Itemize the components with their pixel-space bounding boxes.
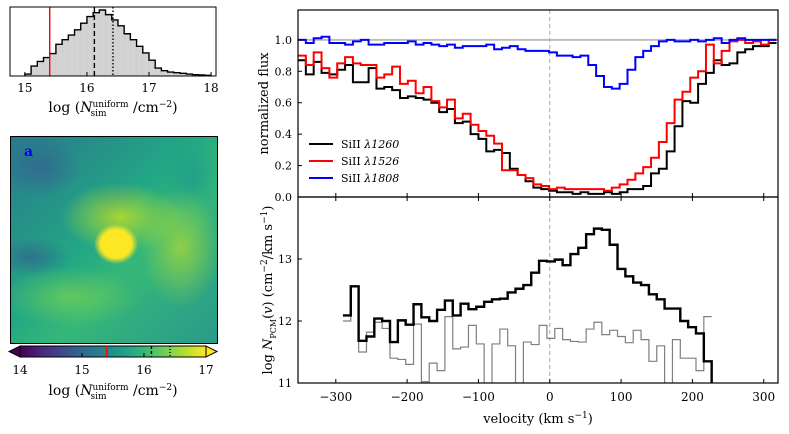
histogram-bar [105, 14, 112, 77]
colorbar-label: log (Nuniform sim /cm−2) [48, 383, 177, 402]
y-tick-label: 1.0 [275, 34, 293, 47]
column-density-panel: 11 12 13 −300 −200 −100 0 100 200 300 velocity (km… [260, 196, 779, 427]
histogram-bar [68, 34, 75, 77]
histogram-xlabel: log (Nuniform sim /cm−2) [48, 100, 177, 119]
y-tick-label: 0.8 [275, 65, 293, 78]
column-density-map: a [10, 136, 218, 344]
x-tick-label: −200 [391, 390, 424, 404]
histogram-axes-frame [9, 6, 217, 77]
y-tick-label: 11 [278, 377, 292, 390]
histogram-bar [148, 59, 156, 77]
histogram-bar [99, 9, 106, 77]
histogram-bar [117, 25, 125, 77]
legend-label: SiII λ1526 [341, 155, 399, 168]
colorbar-tick-label: 15 [74, 363, 89, 377]
flux-ylabel: normalized flux [257, 52, 272, 155]
x-tick-label: 18 [203, 81, 218, 95]
histogram-bar [74, 29, 81, 77]
column-xlabel: velocity (km s−1) [482, 411, 593, 427]
column-ylabel: log NPCM(v) (cm−2/km s−1) [260, 206, 278, 375]
colorbar: 14 15 16 17 log (Nuniform sim /cm−2) [7, 345, 219, 402]
x-tick-label: 300 [752, 390, 775, 404]
histogram-bar [142, 52, 150, 77]
histogram-bar [43, 57, 50, 77]
histogram-bar [37, 61, 44, 77]
y-tick-label: 0.6 [275, 97, 293, 110]
colorbar-extend-max [205, 345, 219, 358]
y-tick-label: 13 [278, 253, 292, 266]
panel-label: a [24, 144, 34, 160]
histogram-bar [80, 23, 88, 77]
histogram-bar [123, 33, 131, 77]
legend-label: SiII λ1260 [341, 138, 399, 151]
y-tick-label: 0.2 [275, 160, 293, 173]
colorbar-tick-label: 16 [136, 363, 151, 377]
histogram-bar [86, 16, 94, 77]
colorbar-tick-label: 17 [198, 363, 213, 377]
colorbar-gradient [20, 346, 206, 357]
x-tick-label: −100 [462, 390, 495, 404]
histogram-bar [154, 67, 162, 77]
column-series-gray-thin [342, 285, 712, 383]
colorbar-tick-label: 14 [12, 363, 28, 377]
y-tick-label: 0.0 [275, 191, 293, 204]
x-tick-label: 0 [546, 390, 554, 404]
histogram-bar [61, 39, 69, 77]
y-tick-label: 12 [278, 315, 292, 328]
flux-series-1526 [298, 38, 777, 192]
flux-axes-frame [297, 9, 779, 198]
histogram-bar [30, 65, 38, 77]
colorbar-frame [19, 345, 207, 358]
histogram-bar [161, 70, 168, 77]
legend-label: SiII λ1808 [341, 172, 399, 185]
x-tick-label: 15 [17, 81, 32, 95]
flux-series-1808 [298, 35, 777, 90]
x-tick-label: 16 [79, 81, 94, 95]
column-series-black-thick [342, 227, 713, 383]
y-tick-label: 0.4 [275, 128, 293, 141]
column-axes-frame [297, 196, 779, 384]
x-tick-label: 100 [610, 390, 633, 404]
histogram-bar [55, 44, 63, 77]
histogram-bar [136, 46, 143, 77]
colorbar-extend-min [7, 345, 21, 358]
x-tick-label: −300 [319, 390, 352, 404]
histogram-outline [24, 9, 212, 77]
x-tick-label: 17 [141, 81, 156, 95]
histogram-bar [130, 39, 137, 77]
histogram-bar [49, 53, 57, 77]
x-tick-label: 200 [681, 390, 704, 404]
histogram-panel: 15 16 17 18 log (Nuniform sim /cm−2) [9, 6, 219, 119]
